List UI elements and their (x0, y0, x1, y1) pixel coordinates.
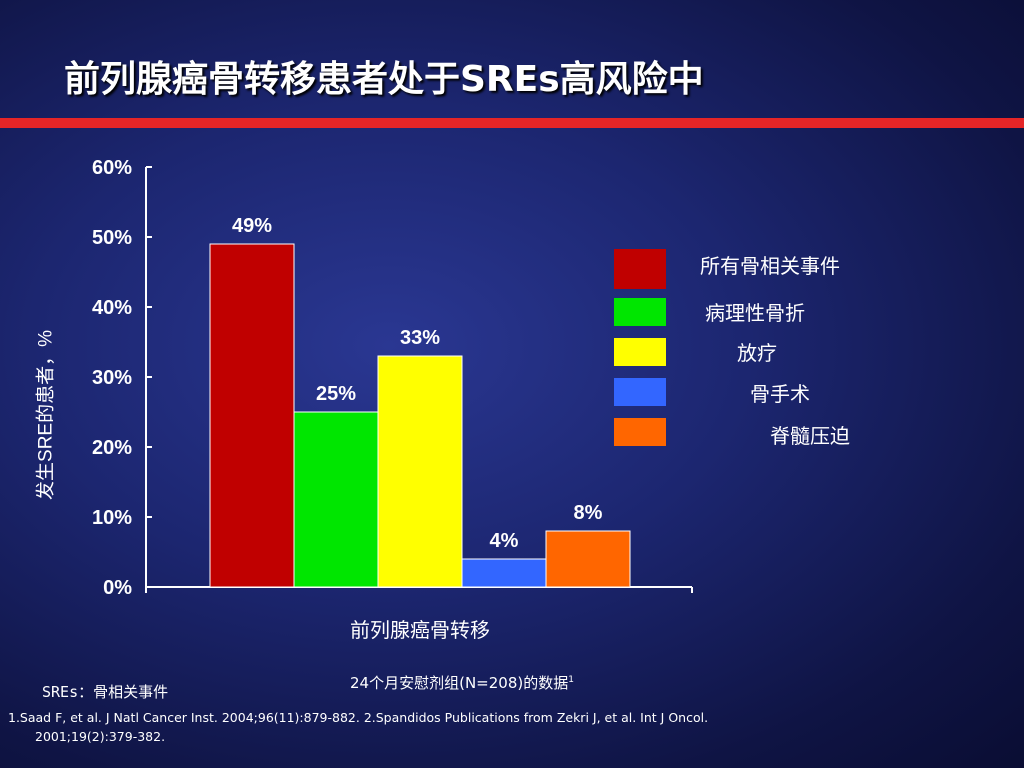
reference-line-1: 1.Saad F, et al. J Natl Cancer Inst. 200… (8, 710, 709, 725)
bar-data-label: 4% (490, 530, 519, 552)
legend-swatch (614, 418, 666, 446)
caption-text: 24个月安慰剂组(N=208)的数据 (350, 674, 569, 692)
legend-label: 病理性骨折 (705, 301, 805, 325)
x-axis-label: 前列腺癌骨转移 (350, 618, 490, 642)
bar-data-label: 8% (574, 502, 603, 524)
legend-swatch (614, 298, 666, 326)
y-tick-label: 30% (92, 367, 132, 389)
caption-footnote-marker: 1 (568, 675, 574, 685)
legend-label: 放疗 (737, 341, 777, 365)
bar-data-label: 25% (316, 383, 356, 405)
bar-data-label: 33% (400, 327, 440, 349)
y-tick-label: 20% (92, 437, 132, 459)
legend-swatch (614, 338, 666, 366)
abbreviation-note: SREs：骨相关事件 (42, 683, 169, 701)
reference-line-2: 2001;19(2):379-382. (35, 729, 166, 744)
legend-label: 所有骨相关事件 (700, 254, 840, 278)
y-tick-label: 50% (92, 227, 132, 249)
legend-swatch (614, 249, 666, 289)
y-tick-label: 60% (92, 157, 132, 179)
bar-4 (461, 558, 547, 588)
legend-label: 脊髓压迫 (770, 424, 850, 448)
references: 1.Saad F, et al. J Natl Cancer Inst. 200… (8, 708, 1008, 746)
title-underline (0, 118, 1024, 128)
bar-5 (545, 530, 631, 588)
y-tick-label: 40% (92, 297, 132, 319)
bar-3 (377, 355, 463, 588)
legend-label: 骨手术 (750, 382, 810, 406)
bar-1 (209, 243, 295, 588)
bar-data-label: 49% (232, 215, 272, 237)
legend-swatch (614, 378, 666, 406)
y-tick-label: 10% (92, 507, 132, 529)
bar-2 (293, 411, 379, 588)
chart-caption: 24个月安慰剂组(N=208)的数据1 (350, 672, 574, 693)
y-tick-label: 0% (103, 577, 132, 599)
slide-title: 前列腺癌骨转移患者处于SREs高风险中 (64, 59, 704, 100)
